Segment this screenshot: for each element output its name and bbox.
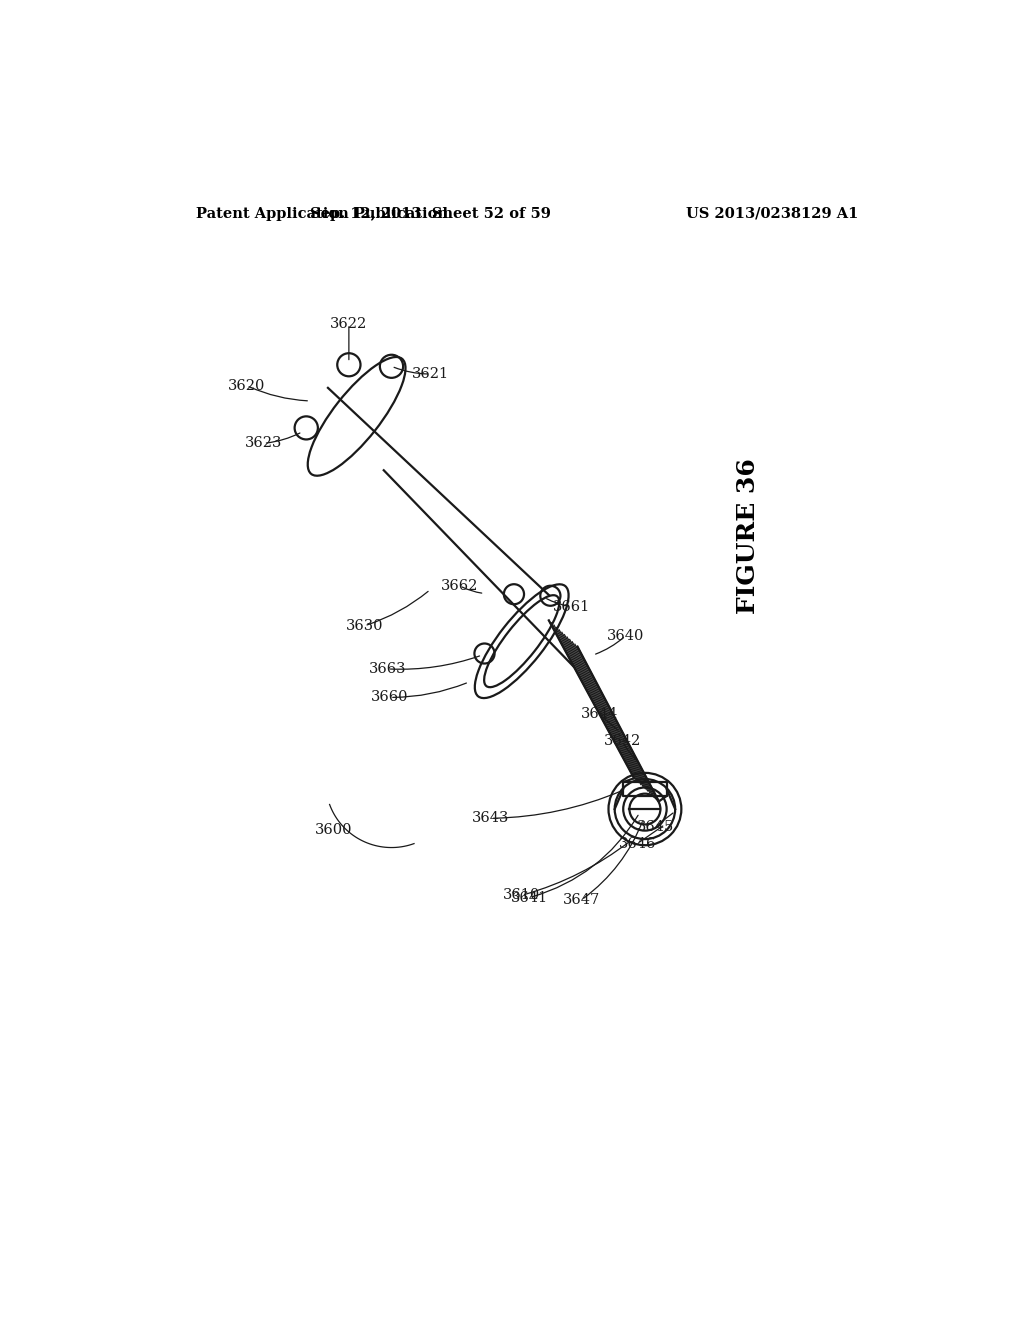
Text: 3610: 3610	[503, 888, 541, 903]
Text: 3645: 3645	[636, 820, 674, 834]
Text: 3621: 3621	[412, 367, 449, 381]
Text: FIGURE 36: FIGURE 36	[736, 458, 760, 614]
Text: 3662: 3662	[441, 578, 478, 593]
Text: 3622: 3622	[331, 317, 368, 331]
Text: 3660: 3660	[371, 690, 409, 705]
Text: 3663: 3663	[369, 661, 407, 676]
Text: 3630: 3630	[346, 619, 383, 632]
Text: 3644: 3644	[581, 708, 617, 721]
Text: 3620: 3620	[228, 379, 265, 392]
Text: 3643: 3643	[472, 812, 509, 825]
Text: 3661: 3661	[553, 599, 590, 614]
Text: Patent Application Publication: Patent Application Publication	[197, 207, 449, 220]
Text: Sep. 12, 2013  Sheet 52 of 59: Sep. 12, 2013 Sheet 52 of 59	[310, 207, 551, 220]
Text: 3640: 3640	[607, 628, 644, 643]
Text: 3647: 3647	[563, 892, 600, 907]
Text: 3600: 3600	[314, 822, 352, 837]
Text: 3623: 3623	[245, 437, 283, 450]
Text: US 2013/0238129 A1: US 2013/0238129 A1	[686, 207, 858, 220]
Text: 3642: 3642	[604, 734, 641, 748]
Text: 3646: 3646	[618, 837, 655, 850]
Text: 3641: 3641	[511, 891, 548, 904]
